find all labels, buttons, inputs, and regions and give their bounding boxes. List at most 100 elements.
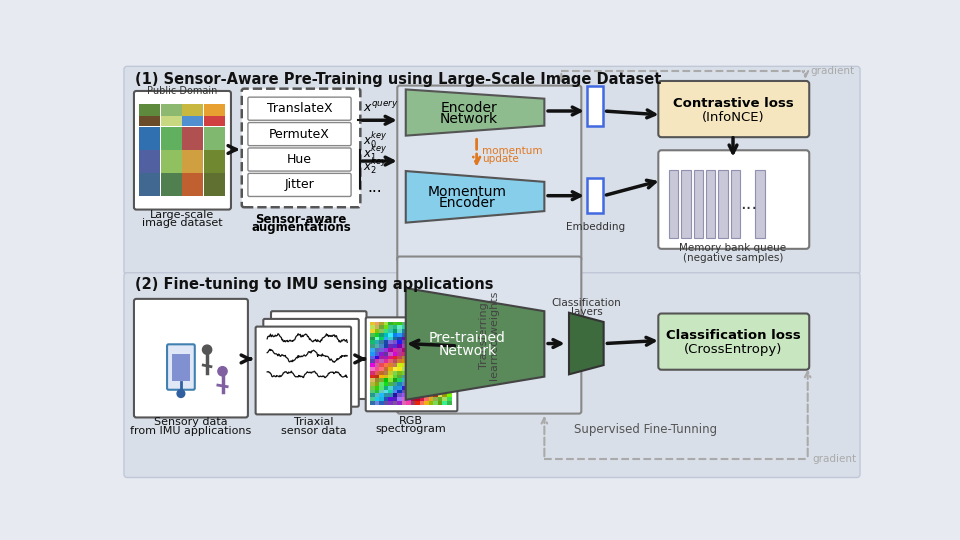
Bar bbox=[406, 382, 411, 386]
Bar bbox=[424, 341, 429, 345]
Text: Contrastive loss: Contrastive loss bbox=[673, 97, 793, 110]
Bar bbox=[446, 367, 451, 371]
Bar bbox=[139, 150, 160, 173]
Bar bbox=[402, 390, 407, 394]
Bar bbox=[406, 379, 411, 382]
Bar bbox=[406, 348, 411, 352]
Bar bbox=[161, 104, 181, 126]
Bar bbox=[411, 352, 416, 356]
Bar bbox=[402, 348, 407, 352]
FancyBboxPatch shape bbox=[167, 345, 195, 390]
Bar bbox=[371, 375, 375, 379]
Bar bbox=[438, 337, 443, 341]
Bar bbox=[438, 371, 443, 375]
Bar bbox=[446, 375, 451, 379]
Bar bbox=[371, 356, 375, 360]
Bar bbox=[397, 345, 402, 348]
Bar bbox=[433, 348, 438, 352]
FancyBboxPatch shape bbox=[659, 81, 809, 137]
Bar bbox=[397, 371, 402, 375]
Bar bbox=[420, 390, 424, 394]
Bar bbox=[438, 345, 443, 348]
Bar bbox=[204, 104, 225, 126]
Bar bbox=[446, 390, 451, 394]
Bar bbox=[374, 371, 380, 375]
Bar bbox=[402, 394, 407, 397]
Bar bbox=[397, 379, 402, 382]
Bar bbox=[443, 348, 447, 352]
Bar bbox=[424, 329, 429, 333]
Circle shape bbox=[177, 390, 184, 397]
Bar bbox=[433, 382, 438, 386]
Bar bbox=[388, 363, 394, 367]
Bar bbox=[402, 397, 407, 401]
Bar bbox=[406, 367, 411, 371]
Bar bbox=[402, 341, 407, 345]
Bar bbox=[429, 367, 434, 371]
Bar bbox=[393, 326, 397, 329]
Bar bbox=[371, 379, 375, 382]
Bar bbox=[438, 390, 443, 394]
Bar bbox=[374, 345, 380, 348]
Bar bbox=[429, 348, 434, 352]
Bar bbox=[402, 337, 407, 341]
Bar bbox=[397, 375, 402, 379]
Bar bbox=[694, 170, 703, 238]
Bar bbox=[718, 170, 728, 238]
Bar bbox=[438, 329, 443, 333]
Bar bbox=[416, 326, 420, 329]
FancyBboxPatch shape bbox=[659, 150, 809, 249]
Polygon shape bbox=[406, 171, 544, 222]
Bar bbox=[411, 375, 416, 379]
Bar bbox=[379, 382, 384, 386]
FancyBboxPatch shape bbox=[134, 91, 231, 210]
Bar bbox=[443, 360, 447, 363]
Bar bbox=[443, 401, 447, 405]
Bar bbox=[416, 360, 420, 363]
Bar bbox=[429, 363, 434, 367]
Bar bbox=[393, 333, 397, 337]
Bar bbox=[424, 401, 429, 405]
Bar bbox=[411, 367, 416, 371]
Bar bbox=[420, 360, 424, 363]
Bar bbox=[416, 337, 420, 341]
Bar bbox=[446, 363, 451, 367]
Bar bbox=[374, 397, 380, 401]
Bar bbox=[588, 178, 603, 213]
Text: Memory bank queue: Memory bank queue bbox=[680, 244, 786, 253]
Bar bbox=[424, 367, 429, 371]
Bar bbox=[411, 397, 416, 401]
Text: $x^{query}$: $x^{query}$ bbox=[363, 100, 398, 115]
Bar bbox=[374, 341, 380, 345]
Bar bbox=[446, 352, 451, 356]
Text: Large-scale: Large-scale bbox=[151, 210, 215, 220]
Bar bbox=[406, 326, 411, 329]
Bar bbox=[371, 337, 375, 341]
Text: (InfoNCE): (InfoNCE) bbox=[702, 111, 764, 124]
Bar bbox=[416, 341, 420, 345]
Bar bbox=[588, 86, 603, 126]
Bar bbox=[379, 394, 384, 397]
Bar bbox=[379, 401, 384, 405]
Bar bbox=[429, 394, 434, 397]
Bar bbox=[182, 173, 204, 195]
Bar bbox=[161, 173, 181, 195]
Bar bbox=[443, 375, 447, 379]
Bar bbox=[420, 367, 424, 371]
Text: image dataset: image dataset bbox=[142, 218, 223, 228]
Bar bbox=[429, 371, 434, 375]
Bar bbox=[429, 333, 434, 337]
Bar bbox=[433, 390, 438, 394]
Bar bbox=[397, 394, 402, 397]
Text: ...: ... bbox=[368, 180, 382, 195]
Bar bbox=[443, 379, 447, 382]
Bar bbox=[424, 390, 429, 394]
Bar bbox=[411, 333, 416, 337]
Bar bbox=[433, 397, 438, 401]
Bar bbox=[433, 386, 438, 390]
Text: $x_1^{key}$: $x_1^{key}$ bbox=[364, 141, 388, 163]
Bar bbox=[379, 379, 384, 382]
Bar bbox=[397, 326, 402, 329]
Bar bbox=[379, 333, 384, 337]
Text: Supervised Fine-Tunning: Supervised Fine-Tunning bbox=[574, 423, 717, 436]
